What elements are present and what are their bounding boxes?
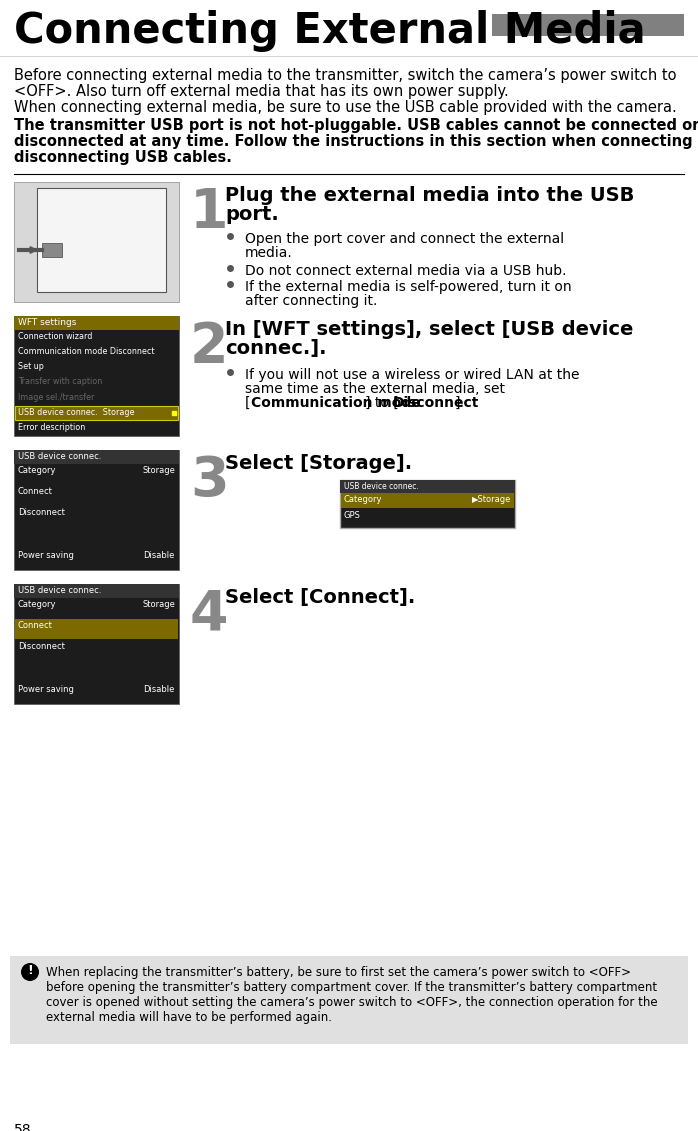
Text: Select [Connect].: Select [Connect]. [225, 588, 415, 607]
Text: USB device connec.: USB device connec. [18, 452, 101, 461]
Bar [14, 450, 179, 570]
Bar [340, 480, 515, 493]
Bar [14, 450, 179, 464]
FancyBboxPatch shape [37, 188, 166, 292]
Text: Image sel./transfer: Image sel./transfer [18, 392, 94, 402]
Text: In [WFT settings], select [USB device: In [WFT settings], select [USB device [225, 320, 633, 339]
Bar [14, 316, 179, 435]
Text: Set up: Set up [18, 362, 44, 371]
Bar [14, 584, 179, 703]
Text: Disconnect: Disconnect [18, 642, 65, 651]
Text: Communication mode: Communication mode [251, 396, 421, 411]
Text: 1: 1 [190, 185, 229, 240]
Bar [340, 480, 515, 528]
Text: ▶Storage: ▶Storage [472, 495, 511, 504]
Text: disconnecting USB cables.: disconnecting USB cables. [14, 150, 232, 165]
Text: 2: 2 [190, 320, 229, 374]
Text: cover is opened without setting the camera’s power switch to <OFF>, the connecti: cover is opened without setting the came… [46, 996, 658, 1009]
Text: 58: 58 [14, 1123, 31, 1131]
Text: Storage: Storage [142, 466, 175, 475]
Text: Category: Category [344, 495, 383, 504]
Text: GPS: GPS [344, 511, 361, 520]
Bar [15, 406, 178, 420]
Text: ] to [: ] to [ [365, 396, 399, 411]
Text: Storage: Storage [142, 601, 175, 608]
Text: ].: ]. [455, 396, 465, 411]
Text: USB device connec.: USB device connec. [344, 482, 419, 491]
Text: !: ! [27, 965, 33, 977]
Text: Connecting External Media: Connecting External Media [14, 10, 646, 52]
Text: Category: Category [18, 466, 57, 475]
Text: Connect: Connect [18, 621, 53, 630]
Text: If you will not use a wireless or wired LAN at the: If you will not use a wireless or wired … [245, 368, 579, 382]
Text: USB device connec.  Storage: USB device connec. Storage [18, 407, 135, 416]
Text: Disconnect: Disconnect [393, 396, 480, 411]
Text: When replacing the transmitter’s battery, be sure to first set the camera’s powe: When replacing the transmitter’s battery… [46, 966, 631, 979]
Text: WFT settings: WFT settings [18, 318, 76, 327]
Text: <OFF>. Also turn off external media that has its own power supply.: <OFF>. Also turn off external media that… [14, 84, 509, 100]
Bar [14, 584, 179, 598]
Text: connec.].: connec.]. [225, 339, 327, 359]
Text: Power saving: Power saving [18, 684, 74, 693]
Bar [492, 14, 684, 36]
Text: 3: 3 [190, 454, 229, 508]
Text: USB device connec.: USB device connec. [18, 586, 101, 595]
Circle shape [21, 962, 39, 981]
Bar [15, 619, 178, 639]
Text: Error description: Error description [18, 423, 85, 432]
Text: Disable: Disable [144, 551, 175, 560]
Text: Disable: Disable [144, 684, 175, 693]
Text: port.: port. [225, 205, 279, 224]
Text: The transmitter USB port is not hot-pluggable. USB cables cannot be connected or: The transmitter USB port is not hot-plug… [14, 118, 698, 133]
Text: When connecting external media, be sure to use the USB cable provided with the c: When connecting external media, be sure … [14, 100, 677, 115]
Bar [42, 243, 62, 257]
Text: Before connecting external media to the transmitter, switch the camera’s power s: Before connecting external media to the … [14, 68, 676, 83]
Text: Transfer with caption: Transfer with caption [18, 378, 102, 387]
Text: Category: Category [18, 601, 57, 608]
Text: before opening the transmitter’s battery compartment cover. If the transmitter’s: before opening the transmitter’s battery… [46, 981, 657, 994]
Text: 4: 4 [190, 588, 228, 642]
Text: external media will have to be performed again.: external media will have to be performed… [46, 1011, 332, 1024]
Bar [14, 316, 179, 330]
Bar [341, 493, 514, 508]
Text: Select [Storage].: Select [Storage]. [225, 454, 412, 473]
Bar [14, 182, 179, 302]
Text: If the external media is self-powered, turn it on: If the external media is self-powered, t… [245, 280, 572, 294]
Text: after connecting it.: after connecting it. [245, 294, 378, 308]
Text: Communication mode Disconnect: Communication mode Disconnect [18, 347, 154, 356]
Bar [10, 956, 688, 1044]
Text: media.: media. [245, 247, 292, 260]
Text: Disconnect: Disconnect [18, 509, 65, 517]
Text: Connection wizard: Connection wizard [18, 333, 92, 342]
Text: [: [ [245, 396, 251, 411]
Text: same time as the external media, set: same time as the external media, set [245, 382, 505, 396]
Text: Open the port cover and connect the external: Open the port cover and connect the exte… [245, 232, 564, 247]
Text: disconnected at any time. Follow the instructions in this section when connectin: disconnected at any time. Follow the ins… [14, 133, 698, 149]
Text: Connect: Connect [18, 487, 53, 497]
Text: Do not connect external media via a USB hub.: Do not connect external media via a USB … [245, 264, 567, 278]
Text: Plug the external media into the USB: Plug the external media into the USB [225, 185, 634, 205]
Text: Power saving: Power saving [18, 551, 74, 560]
